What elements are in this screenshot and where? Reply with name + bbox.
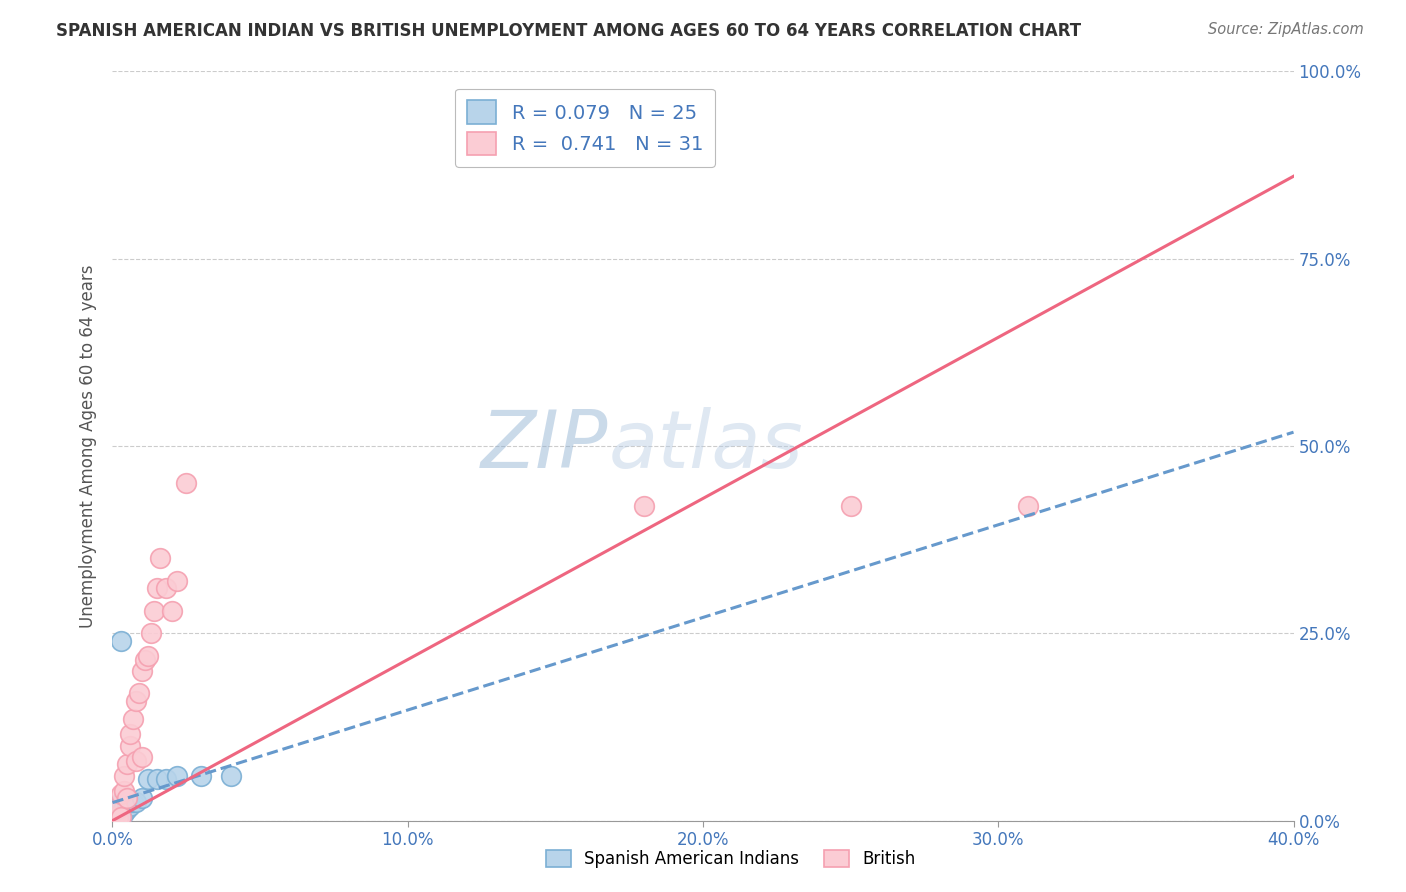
Point — [117, 802, 138, 816]
Text: Source: ZipAtlas.com: Source: ZipAtlas.com — [1208, 22, 1364, 37]
Point — [125, 795, 148, 809]
Text: SPANISH AMERICAN INDIAN VS BRITISH UNEMPLOYMENT AMONG AGES 60 TO 64 YEARS CORREL: SPANISH AMERICAN INDIAN VS BRITISH UNEMP… — [56, 22, 1081, 40]
Point — [110, 802, 132, 816]
Point — [128, 686, 150, 700]
Point — [110, 810, 132, 824]
Point — [122, 795, 145, 809]
Point — [160, 604, 183, 618]
Y-axis label: Unemployment Among Ages 60 to 64 years: Unemployment Among Ages 60 to 64 years — [79, 264, 97, 628]
Point — [112, 783, 135, 797]
Point — [104, 812, 127, 826]
Point — [146, 582, 169, 596]
Point — [107, 810, 129, 824]
Point — [839, 499, 862, 513]
Point — [110, 810, 132, 824]
Legend: R = 0.079   N = 25, R =  0.741   N = 31: R = 0.079 N = 25, R = 0.741 N = 31 — [456, 88, 714, 167]
Point — [174, 476, 197, 491]
Point — [112, 769, 135, 783]
Point — [104, 809, 127, 823]
Text: ZIP: ZIP — [481, 407, 609, 485]
Point — [120, 739, 142, 753]
Point — [166, 769, 188, 783]
Point — [107, 802, 129, 816]
Point — [112, 806, 135, 821]
Point — [117, 757, 138, 772]
Point — [633, 139, 655, 153]
Point — [107, 811, 129, 825]
Point — [139, 626, 162, 640]
Point — [134, 652, 156, 666]
Text: atlas: atlas — [609, 407, 803, 485]
Point — [110, 810, 132, 824]
Point — [146, 772, 169, 787]
Point — [219, 769, 242, 783]
Point — [190, 769, 212, 783]
Point — [117, 795, 138, 809]
Legend: Spanish American Indians, British: Spanish American Indians, British — [540, 843, 922, 875]
Point — [122, 713, 145, 727]
Point — [131, 791, 153, 805]
Point — [110, 788, 132, 802]
Point — [110, 795, 132, 809]
Point — [120, 798, 142, 813]
Point — [166, 574, 188, 588]
Point — [104, 810, 127, 824]
Point — [155, 582, 177, 596]
Point — [104, 806, 127, 821]
Point — [131, 750, 153, 764]
Point — [131, 664, 153, 678]
Point — [149, 551, 172, 566]
Point — [633, 499, 655, 513]
Point — [120, 727, 142, 741]
Point — [142, 604, 165, 618]
Point — [112, 798, 135, 813]
Point — [1017, 499, 1039, 513]
Point — [125, 694, 148, 708]
Point — [107, 798, 129, 813]
Point — [110, 633, 132, 648]
Point — [136, 648, 159, 663]
Point — [136, 772, 159, 787]
Point — [155, 772, 177, 787]
Point — [107, 805, 129, 819]
Point — [117, 791, 138, 805]
Point — [125, 754, 148, 768]
